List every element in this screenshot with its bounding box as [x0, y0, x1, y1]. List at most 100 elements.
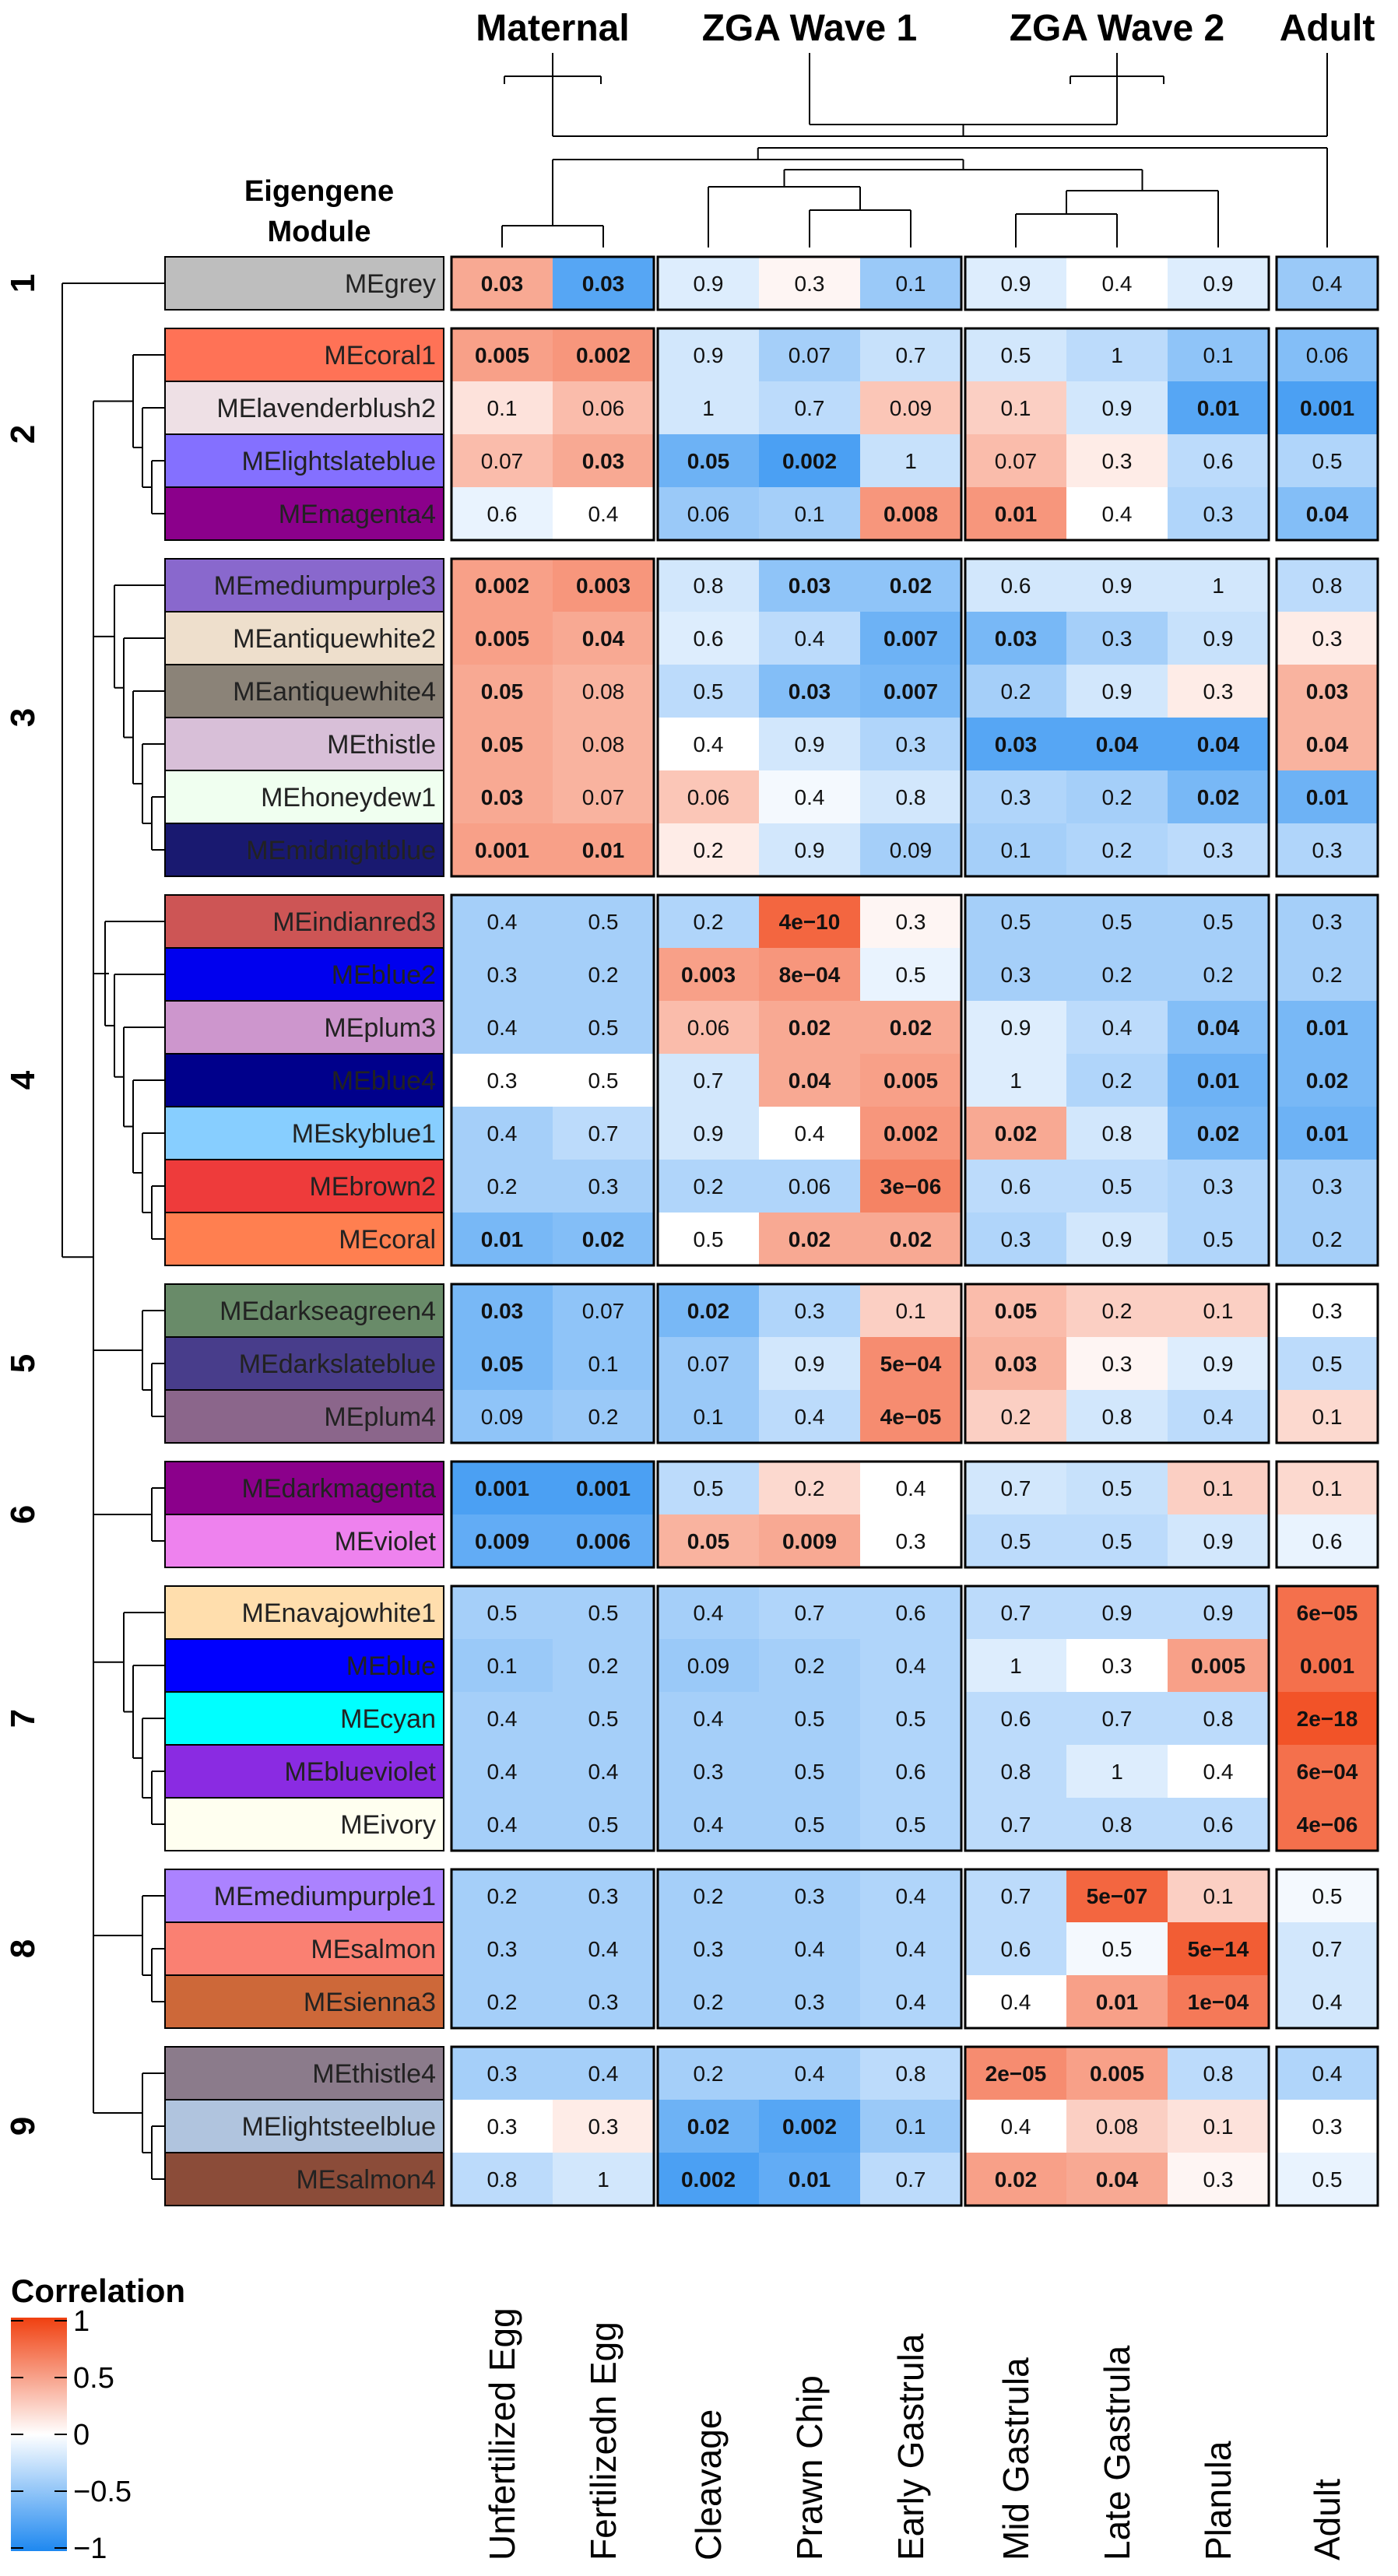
heatmap-cell	[965, 1107, 1066, 1160]
module-row: MEblue4 0.3 0.5 0.7 0.04 0.005 1 0.2 0.01 0.02	[164, 1053, 1378, 1107]
heatmap-cell	[860, 2047, 961, 2100]
cell-value: 0.2	[1102, 1069, 1133, 1093]
heatmap-cell	[1277, 257, 1378, 310]
heatmap-cell	[759, 487, 860, 540]
heatmap-cell	[451, 559, 553, 612]
heatmap-cell	[759, 1001, 860, 1054]
heatmap-cell	[965, 1869, 1066, 1922]
heatmap-cell	[1066, 2153, 1168, 2206]
cell-value: 0.07	[582, 1299, 625, 1323]
cell-value: 0.002	[883, 1121, 938, 1146]
cell-value: 0.7	[694, 1069, 724, 1093]
cell-value: 0.2	[1312, 963, 1343, 987]
cell-value: 0.3	[1203, 1174, 1234, 1199]
cell-value: 0.1	[896, 1299, 926, 1323]
heatmap-cell	[451, 257, 553, 310]
heatmap-cell	[860, 1054, 961, 1107]
heatmap-cell	[451, 612, 553, 665]
module-color-swatch	[164, 947, 444, 1002]
heatmap-cell	[1066, 1692, 1168, 1745]
cell-value: 0.5	[694, 679, 724, 704]
cell-value: 0.6	[896, 1760, 926, 1784]
module-label: MEivory	[340, 1810, 436, 1840]
heatmap-cell	[1168, 1001, 1269, 1054]
heatmap-cell	[553, 948, 654, 1001]
cell-value: 0.9	[1203, 1601, 1234, 1625]
cell-value: 0.5	[588, 1016, 619, 1040]
heatmap-cell	[451, 328, 553, 381]
cell-value: 0.2	[588, 1654, 619, 1678]
heatmap-cell	[1066, 434, 1168, 487]
cell-value: 0.07	[582, 785, 625, 809]
cell-value: 0.2	[694, 2062, 724, 2086]
module-color-swatch	[164, 1585, 444, 1640]
cell-value: 0.2	[694, 838, 724, 862]
heatmap-cell	[451, 1337, 553, 1390]
cell-value: 0.05	[687, 1529, 730, 1553]
heatmap-cell	[965, 1001, 1066, 1054]
heatmap-cell	[451, 487, 553, 540]
heatmap-cell	[658, 770, 759, 823]
module-color-swatch	[164, 1514, 444, 1568]
heatmap-cell	[965, 1213, 1066, 1265]
cell-value: 0.01	[1306, 1016, 1349, 1040]
cluster-7: MEnavajowhite1 0.5 0.5 0.4 0.7 0.6 0.7 0.9 0.9 6e…	[4, 1585, 1379, 1852]
cell-value: 0.4	[487, 1121, 518, 1146]
cell-value: 0.1	[1203, 1299, 1234, 1323]
cell-value: 0.8	[694, 574, 724, 598]
heatmap-cell	[553, 770, 654, 823]
cell-value: 0.9	[1001, 1016, 1031, 1040]
heatmap-cell	[553, 487, 654, 540]
heatmap-cell	[1066, 1586, 1168, 1639]
heatmap-cell	[658, 1639, 759, 1692]
heatmap-cell	[658, 1213, 759, 1265]
heatmap-cell	[759, 1639, 860, 1692]
heatmap-cell	[553, 328, 654, 381]
heatmap-cell	[759, 612, 860, 665]
heatmap-cell	[1066, 1337, 1168, 1390]
cell-value: 0.03	[995, 626, 1038, 651]
heatmap-cell	[759, 1107, 860, 1160]
heatmap-cell	[451, 1462, 553, 1514]
heatmap-cell	[965, 1745, 1066, 1798]
heatmap-cell	[1277, 823, 1378, 876]
heatmap-cell	[1277, 1745, 1378, 1798]
cell-value: 0.3	[694, 1937, 724, 1961]
heatmap-cell	[658, 1798, 759, 1851]
heatmap-cell	[658, 948, 759, 1001]
heatmap-cell	[860, 1337, 961, 1390]
module-color-swatch	[164, 664, 444, 718]
heatmap-cell	[860, 434, 961, 487]
heatmap-cell	[759, 718, 860, 770]
cell-value: 0.3	[487, 2062, 518, 2086]
cell-value: 0.002	[475, 574, 529, 598]
module-label: MEsienna3	[304, 1988, 436, 2017]
heatmap-cell	[451, 434, 553, 487]
module-row: MEblue2 0.3 0.2 0.003 8e−04 0.5 0.3 0.2 0.2 0.2	[164, 947, 1378, 1002]
cell-value: 0.3	[795, 272, 825, 296]
cell-value: 0.06	[1306, 343, 1349, 367]
heatmap-cell	[1168, 1054, 1269, 1107]
legend-ticks: 1 0.5 0 −0.5 −1	[11, 2305, 132, 2565]
cell-value: 0.8	[1102, 1813, 1133, 1837]
heatmap-cell	[1277, 948, 1378, 1001]
cell-value: 0.005	[1191, 1654, 1245, 1678]
cell-value: 0.009	[782, 1529, 837, 1553]
cell-value: 0.3	[1102, 1352, 1133, 1376]
heatmap-cell	[1277, 612, 1378, 665]
module-row: MEdarkslateblue 0.05 0.1 0.07 0.9 5e−04 0.03 0.…	[164, 1336, 1378, 1391]
module-color-swatch	[164, 2152, 444, 2206]
heatmap-cell	[965, 718, 1066, 770]
module-row: MEsalmon 0.3 0.4 0.3 0.4 0.4 0.6 0.5 5e−14 0.7	[164, 1921, 1378, 1976]
module-color-swatch	[164, 1106, 444, 1160]
cluster-2: MEcoral1 0.005 0.002 0.9 0.07 0.7 0.5 1 0.1 0.06M…	[4, 327, 1379, 542]
heatmap-cell	[759, 1692, 860, 1745]
cell-value: 0.1	[1203, 2114, 1234, 2139]
module-row: MEantiquewhite4 0.05 0.08 0.5 0.03 0.007 0.2 0.…	[164, 664, 1378, 718]
cell-value: 0.2	[487, 1990, 518, 2014]
heatmap-cell	[965, 434, 1066, 487]
group-label: Maternal	[476, 8, 629, 49]
heatmap-cell	[1277, 1639, 1378, 1692]
module-row: MEmidnightblue 0.001 0.01 0.2 0.9 0.09 0.1 0.2 0…	[164, 823, 1378, 877]
module-label: MEblue2	[332, 960, 436, 990]
